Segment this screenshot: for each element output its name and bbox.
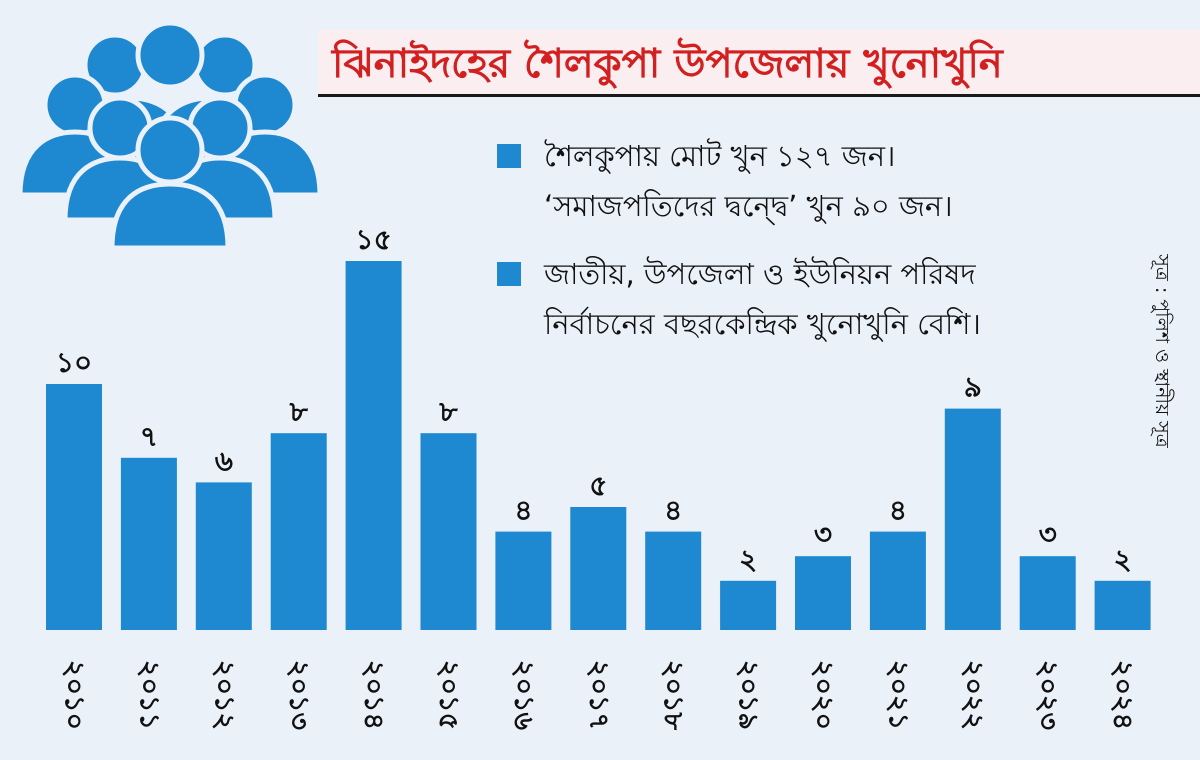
- legend-marker-2: [497, 262, 521, 286]
- legend-item-1-line-2: ‘সমাজপতিদের দ্বন্দ্বে’ খুন ৯০ জন।: [544, 189, 953, 223]
- bar-value-label-6: ৪: [514, 494, 532, 527]
- bar-value-label-5: ৮: [438, 395, 458, 428]
- people-group-icon: [20, 20, 320, 250]
- bar-8: [645, 531, 702, 630]
- bar-value-label-12: ৯: [964, 371, 982, 404]
- legend-item-1-line-1: শৈলকুপায় মোট খুন ১২৭ জন।: [544, 139, 896, 173]
- year-label-0: ২০১০: [59, 660, 90, 730]
- bar-value-label-1: ৭: [140, 420, 158, 453]
- year-label-8: ২০১৮: [658, 660, 689, 731]
- year-label-14: ২০২৪: [1107, 660, 1138, 730]
- year-label-1: ২০১১: [133, 660, 164, 730]
- bar-9: [720, 580, 777, 630]
- bar-value-label-14: ২: [1113, 543, 1131, 576]
- bar-value-label-4: ১৫: [355, 223, 391, 256]
- year-label-9: ২০১৯: [733, 660, 764, 730]
- bar-13: [1019, 556, 1076, 630]
- bar-value-label-2: ৬: [215, 444, 233, 477]
- legend-marker-1: [497, 144, 521, 168]
- year-label-10: ২০২০: [808, 660, 839, 730]
- year-label-13: ২০২৩: [1032, 660, 1063, 730]
- year-label-4: ২০১৪: [358, 660, 389, 730]
- bar-value-label-0: ১০: [56, 346, 92, 379]
- bar-14: [1094, 580, 1151, 630]
- bar-0: [46, 384, 102, 630]
- year-label-7: ২০১৭: [583, 660, 614, 730]
- bar-value-label-9: ২: [739, 543, 757, 576]
- chart-title: ঝিনাইদহের শৈলকুপা উপজেলায় খুনোখুনি: [332, 41, 1003, 87]
- bar-value-label-10: ৩: [814, 518, 832, 551]
- bar-value-label-3: ৮: [289, 395, 309, 428]
- bar-value-label-7: ৫: [589, 469, 607, 502]
- bar-3: [270, 433, 327, 630]
- bar-12: [944, 408, 1001, 630]
- bar-4: [345, 261, 402, 630]
- year-label-11: ২০২১: [882, 660, 913, 730]
- bar-value-label-11: ৪: [889, 494, 907, 527]
- bar-2: [195, 482, 252, 630]
- bar-1: [120, 457, 177, 630]
- legend-item-2-line-1: জাতীয়, উপজেলা ও ইউনিয়ন পরিষদ: [544, 257, 976, 291]
- bar-value-label-13: ৩: [1039, 518, 1057, 551]
- bar-value-label-8: ৪: [664, 494, 682, 527]
- year-label-6: ২০১৬: [508, 660, 539, 731]
- bar-6: [495, 531, 552, 630]
- title-underline: [318, 94, 1200, 97]
- bar-10: [795, 556, 851, 630]
- bar-5: [420, 433, 477, 630]
- legend-item-2-line-2: নির্বাচনের বছরকেন্দ্রিক খুনোখুনি বেশি।: [544, 307, 981, 341]
- year-label-3: ২০১৩: [283, 660, 314, 730]
- year-label-2: ২০১২: [208, 660, 239, 730]
- title-band: [318, 30, 1200, 94]
- year-label-12: ২০২২: [957, 660, 988, 730]
- year-label-5: ২০১৫: [433, 660, 464, 730]
- bar-11: [869, 531, 926, 630]
- bar-7: [570, 507, 627, 630]
